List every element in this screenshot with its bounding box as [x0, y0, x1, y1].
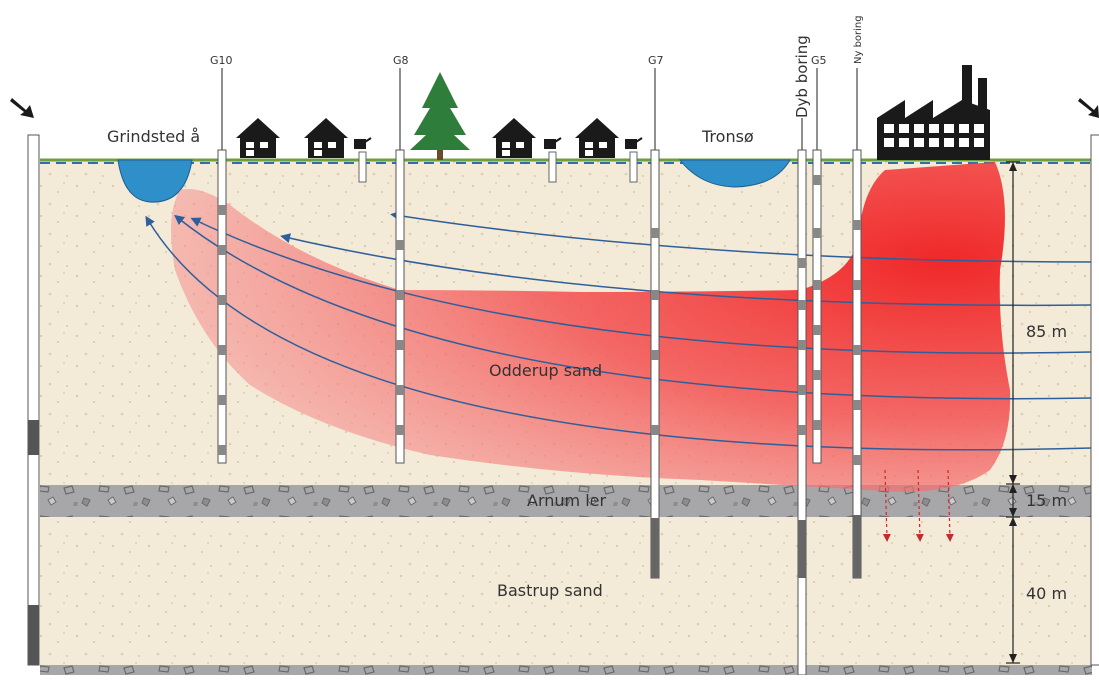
bottom-clay-layer [40, 665, 1092, 675]
well-ny-boring [852, 68, 862, 579]
stream-water [117, 159, 193, 203]
well-label-g7: G7 [648, 54, 664, 67]
left-pump-well [10, 98, 40, 666]
watering-can-icon [544, 137, 562, 149]
shallow-well [358, 151, 367, 183]
lake-label: Tronsø [701, 127, 754, 146]
dimension-label-85m: 85 m [1026, 322, 1067, 341]
pump-icon [10, 98, 34, 118]
shallow-well [629, 151, 638, 183]
lake-water [678, 159, 791, 188]
house-icon [492, 118, 536, 158]
shallow-well [548, 151, 557, 183]
clay-layer-label: Arnum ler [527, 491, 606, 510]
flow-arrow [174, 214, 1093, 400]
tree-icon [410, 72, 470, 160]
watering-can-icon [625, 137, 643, 149]
lower-aquifer-label: Bastrup sand [497, 581, 603, 600]
right-pump-well [1078, 98, 1099, 666]
well-label-g10: G10 [210, 54, 233, 67]
leak-arrow [945, 469, 954, 542]
leak-arrow [882, 469, 891, 542]
dimension-label-15m: 15 m [1026, 491, 1067, 510]
flow-arrow [280, 233, 1093, 307]
factory-icon [877, 65, 990, 160]
well-g10 [217, 68, 227, 464]
well-label-g5: G5 [811, 54, 827, 67]
pump-icon [1078, 98, 1099, 118]
flow-arrow [190, 217, 1093, 354]
flow-arrow [390, 210, 1093, 263]
well-g7 [650, 68, 660, 579]
well-g8 [395, 68, 405, 464]
house-icon [236, 118, 280, 158]
well-dyb-boring [797, 118, 807, 676]
leak-arrows [882, 469, 954, 542]
depth-dimension [1006, 161, 1020, 664]
house-icon [304, 118, 348, 158]
flow-arrow [145, 215, 1093, 451]
well-g5 [812, 68, 822, 464]
dimension-label-40m: 40 m [1026, 584, 1067, 603]
upper-aquifer-label: Odderup sand [489, 361, 602, 380]
well-label-g8: G8 [393, 54, 409, 67]
watering-can-icon [354, 137, 372, 149]
leak-arrow [915, 469, 924, 542]
well-label-ny-boring: Ny boring [853, 15, 864, 64]
well-label-dyb-boring: Dyb boring [793, 35, 811, 118]
groundwater-flow-arrows [145, 210, 1093, 451]
stream-label: Grindsted å [107, 127, 200, 146]
house-icon [575, 118, 619, 158]
